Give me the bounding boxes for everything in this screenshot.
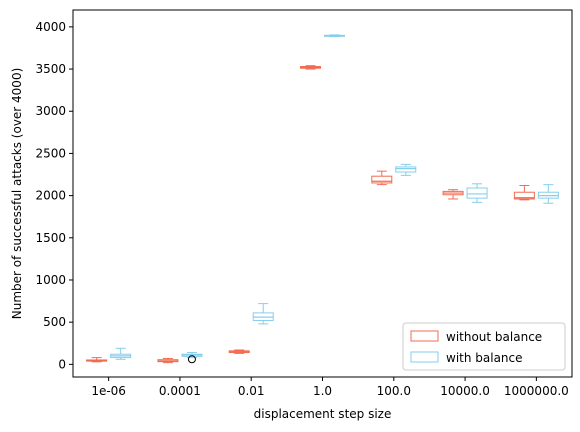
box-element [537,184,559,204]
legend-label-without-balance: without balance [446,330,542,344]
box-element [252,303,274,325]
box-element [395,163,417,176]
legend: without balance with balance [402,322,566,371]
box-element [157,357,179,364]
x-tick-label: 1000000.0 [504,384,569,398]
box-element [513,184,535,201]
y-tick-label: 4000 [35,20,66,34]
box-iqr [466,187,488,199]
x-axis-label: displacement step size [254,407,392,421]
y-tick-label: 3500 [35,62,66,76]
y-tick-label: 3000 [35,104,66,118]
box-element [371,170,393,186]
x-tick-label: 100.0 [377,384,411,398]
y-tick-label: 2500 [35,146,66,160]
box-element [300,65,321,70]
y-tick-label: 1000 [35,273,66,287]
plot-area [72,9,573,378]
box-iqr [513,191,535,200]
y-tick-label: 1500 [35,231,66,245]
legend-swatch-with-balance [410,351,439,363]
box-element [324,34,345,38]
outlier-point [187,355,196,364]
box-element [181,352,203,364]
box-element [86,357,108,363]
x-axis: 1e-06 0.0001 0.01 1.0 100.0 10000.0 1000000.0 [91,377,569,398]
legend-label-with-balance: with balance [446,351,523,365]
x-tick-label: 0.0001 [159,384,201,398]
x-tick-label: 10000.0 [440,384,490,398]
legend-swatch-without-balance [410,330,439,342]
box-element [110,347,132,360]
y-tick-label: 2000 [35,189,66,203]
box-iqr [371,175,393,184]
series-with-balance [110,34,559,364]
x-tick-label: 0.01 [238,384,265,398]
box-iqr [395,166,417,173]
y-tick-label: 500 [43,315,66,329]
y-axis-label: Number of successful attacks (over 4000) [10,68,24,320]
series-without-balance [86,65,535,364]
y-tick-label: 0 [58,357,66,371]
boxes [86,34,559,364]
x-tick-label: 1.0 [313,384,332,398]
box-element [442,189,464,200]
y-axis: 0 500 1000 1500 2000 2500 3000 3500 4000 [35,20,73,371]
x-tick-label: 1e-06 [91,384,126,398]
box-element [466,183,488,203]
legend-frame [402,322,566,371]
box-element [228,349,250,354]
